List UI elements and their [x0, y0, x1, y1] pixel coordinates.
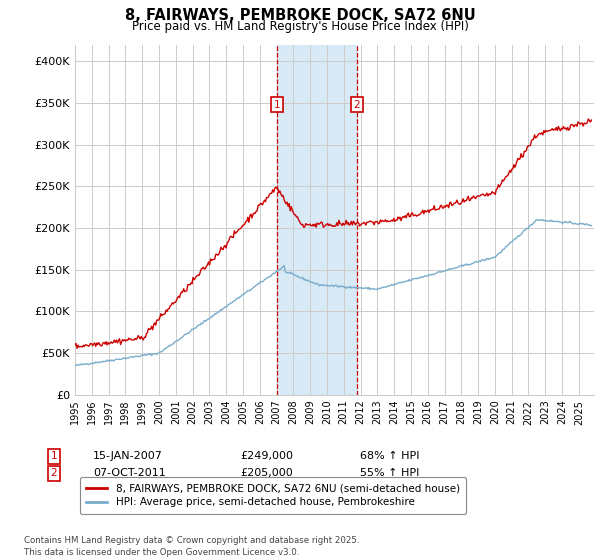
Text: 15-JAN-2007: 15-JAN-2007 — [93, 451, 163, 461]
Text: Contains HM Land Registry data © Crown copyright and database right 2025.
This d: Contains HM Land Registry data © Crown c… — [24, 536, 359, 557]
Text: 68% ↑ HPI: 68% ↑ HPI — [360, 451, 419, 461]
Text: 1: 1 — [274, 100, 281, 110]
Legend: 8, FAIRWAYS, PEMBROKE DOCK, SA72 6NU (semi-detached house), HPI: Average price, : 8, FAIRWAYS, PEMBROKE DOCK, SA72 6NU (se… — [80, 477, 466, 514]
Text: 1: 1 — [50, 451, 58, 461]
Text: 07-OCT-2011: 07-OCT-2011 — [93, 468, 166, 478]
Text: Price paid vs. HM Land Registry's House Price Index (HPI): Price paid vs. HM Land Registry's House … — [131, 20, 469, 33]
Text: £205,000: £205,000 — [240, 468, 293, 478]
Text: 2: 2 — [50, 468, 58, 478]
Bar — [277, 45, 356, 395]
Text: 2: 2 — [353, 100, 360, 110]
Text: £249,000: £249,000 — [240, 451, 293, 461]
Text: 8, FAIRWAYS, PEMBROKE DOCK, SA72 6NU: 8, FAIRWAYS, PEMBROKE DOCK, SA72 6NU — [125, 8, 475, 24]
Text: 55% ↑ HPI: 55% ↑ HPI — [360, 468, 419, 478]
